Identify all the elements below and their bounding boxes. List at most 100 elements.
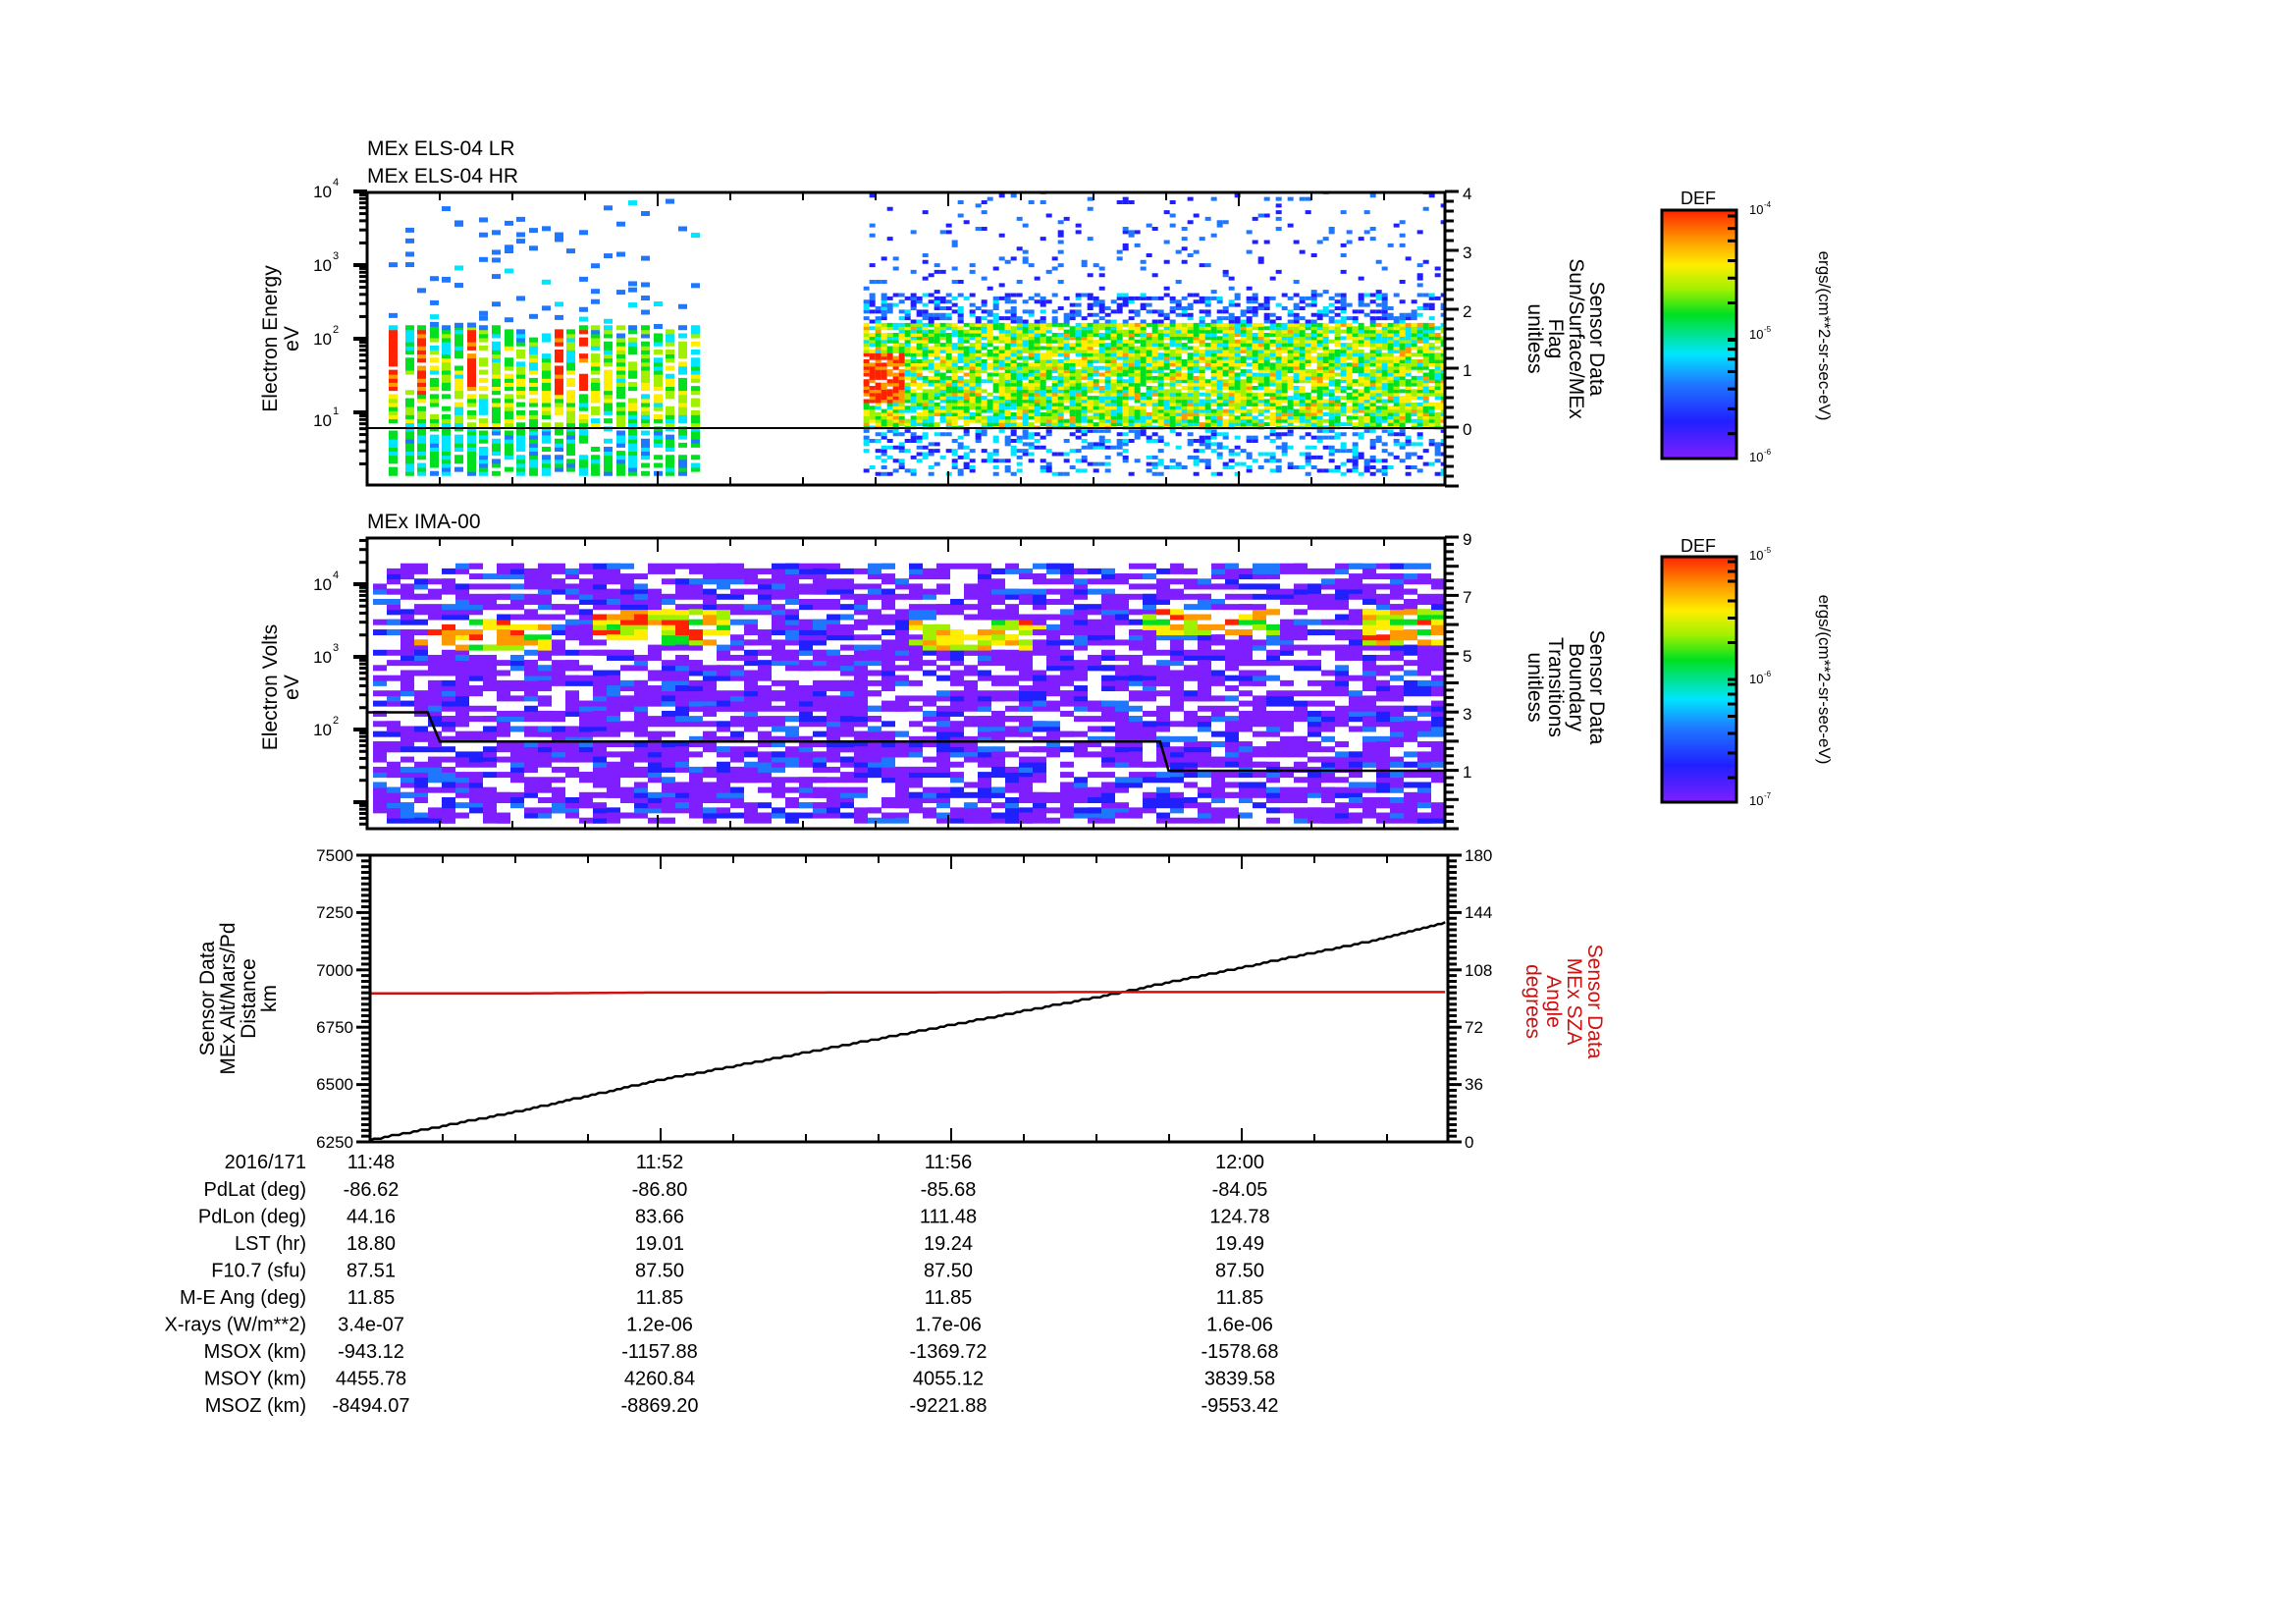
ephemeris-value: -1369.72 — [910, 1341, 988, 1363]
ephemeris-value: 4055.12 — [913, 1369, 984, 1390]
ima-spectrogram — [373, 563, 1445, 824]
ephemeris-row: MSOZ (km) -8494.07 -8869.20 -9221.88 -9553.4… — [205, 1395, 1279, 1417]
sza-right-ylabel: Sensor Data MEx SZA Angle degrees — [1522, 945, 1606, 1059]
ephemeris-value: -9221.88 — [910, 1395, 988, 1417]
ephemeris-row: F10.7 (sfu) 87.51 87.50 87.50 87.50 — [211, 1261, 1264, 1282]
svg-text:10: 10 — [1749, 202, 1763, 217]
ephemeris-label: PdLat (deg) — [203, 1179, 306, 1201]
ephemeris-row: PdLat (deg) -86.62 -86.80 -85.68 -84.05 — [203, 1179, 1267, 1201]
svg-text:10: 10 — [313, 183, 332, 201]
ephemeris-label: X-rays (W/m**2) — [165, 1315, 306, 1336]
svg-text:10: 10 — [1749, 450, 1763, 464]
ephemeris-value: -85.68 — [921, 1179, 977, 1201]
els-axis-ticks — [353, 189, 1459, 488]
ima-colorbar-gradient — [1660, 555, 1738, 804]
ephemeris-value: 124.78 — [1209, 1207, 1269, 1228]
ephemeris-value: 87.51 — [347, 1261, 396, 1282]
time-axis-labels: 2016/171 11:48 11:52 11:56 12:00 — [225, 1152, 1264, 1173]
svg-text:4: 4 — [333, 177, 339, 189]
ephemeris-value: -86.80 — [632, 1179, 688, 1201]
svg-text:10: 10 — [313, 256, 332, 275]
ima-title: MEx IMA-00 — [367, 511, 481, 533]
date-label: 2016/171 — [225, 1152, 306, 1173]
els-right-ylabel: Sensor Data Sun/Surface/MEx Flag unitles… — [1523, 258, 1608, 419]
sza-right-axis-labels: 180 144 108 72 36 0 — [1465, 846, 1492, 1152]
ephemeris-row: PdLon (deg) 44.16 83.66 111.48 124.78 — [198, 1207, 1270, 1228]
ima-boundary-line — [367, 711, 1445, 773]
els-panel: MEx ELS-04 LR MEx ELS-04 HR 10 4 10 3 10… — [259, 137, 1834, 488]
svg-text:10: 10 — [313, 330, 332, 349]
ephemeris-value: -84.05 — [1212, 1179, 1268, 1201]
ephemeris-value: 83.66 — [635, 1207, 684, 1228]
ephemeris-value: 19.01 — [635, 1233, 684, 1255]
ephemeris-value: 111.48 — [920, 1207, 977, 1228]
ephemeris-row: X-rays (W/m**2) 3.4e-07 1.2e-06 1.7e-06 1.6e… — [165, 1315, 1273, 1336]
ephemeris-value: -86.62 — [344, 1179, 400, 1201]
sza-line — [370, 991, 1446, 996]
svg-text:1: 1 — [333, 406, 339, 417]
els-colorbar: DEF 10 -4 10 -5 10 -6 ergs/(cm**2-sr-sec… — [1660, 189, 1834, 464]
ephemeris-value: 1.7e-06 — [915, 1315, 982, 1336]
ephemeris-value: -943.12 — [338, 1341, 404, 1363]
ima-panel: MEx IMA-00 10 4 10 3 10 2 Electron Volts… — [259, 511, 1834, 831]
els-left-axis-labels: 10 4 10 3 10 2 10 1 — [313, 177, 339, 430]
svg-text:Sun/Surface/MEx: Sun/Surface/MEx — [1565, 258, 1587, 419]
svg-text:10: 10 — [1749, 327, 1763, 342]
alt-ylabel: Sensor Data MEx Alt/Mars/Pd Distance km — [196, 922, 281, 1074]
ima-ylabel: Electron Volts eV — [259, 624, 303, 750]
alt-sza-panel: 7500 7250 7000 6750 6500 6250 Sensor Dat… — [196, 846, 1606, 1152]
ephemeris-value: 11.85 — [925, 1287, 973, 1309]
svg-text:3: 3 — [333, 250, 339, 262]
ephemeris-label: LST (hr) — [235, 1233, 306, 1255]
ephemeris-row: MSOY (km) 4455.78 4260.84 4055.12 3839.58 — [204, 1369, 1275, 1390]
els-ylabel: Electron Energy eV — [259, 265, 303, 412]
els-title-lr: MEx ELS-04 LR — [367, 137, 515, 160]
ephemeris-value: -8869.20 — [621, 1395, 699, 1417]
svg-text:eV: eV — [281, 326, 303, 352]
ephemeris-table: PdLat (deg) -86.62 -86.80 -85.68 -84.05 PdLon… — [165, 1179, 1279, 1417]
ima-left-axis-labels: 10 4 10 3 10 2 — [313, 569, 339, 739]
ephemeris-value: 4455.78 — [336, 1369, 406, 1390]
svg-text:DEF: DEF — [1681, 189, 1716, 208]
ephemeris-label: PdLon (deg) — [198, 1207, 306, 1228]
ima-colorbar-units: ergs/(cm**2-sr-sec-eV) — [1815, 595, 1834, 765]
svg-text:2: 2 — [333, 324, 339, 336]
ephemeris-value: 1.2e-06 — [626, 1315, 693, 1336]
svg-text:2: 2 — [1463, 302, 1471, 321]
ephemeris-row: MSOX (km) -943.12 -1157.88 -1369.72 -1578.68 — [204, 1341, 1279, 1363]
svg-text:-5: -5 — [1764, 325, 1772, 334]
ima-colorbar: DEF 10 -5 10 -6 10 -7 ergs/(cm**2-sr-sec… — [1660, 536, 1834, 808]
ima-right-axis-labels: 9 7 5 3 1 — [1463, 530, 1471, 782]
ephemeris-label: MSOY (km) — [204, 1369, 306, 1390]
ephemeris-value: 87.50 — [924, 1261, 973, 1282]
ephemeris-label: MSOX (km) — [204, 1341, 306, 1363]
alt-sza-axis-ticks — [356, 853, 1462, 1144]
ephemeris-value: 11.85 — [636, 1287, 684, 1309]
svg-text:Sensor Data: Sensor Data — [1585, 282, 1608, 397]
ephemeris-value: 19.49 — [1215, 1233, 1264, 1255]
alt-sza-frame — [368, 853, 1450, 1144]
svg-text:0: 0 — [1463, 420, 1471, 439]
ephemeris-row: LST (hr) 18.80 19.01 19.24 19.49 — [235, 1233, 1264, 1255]
ima-right-ylabel: Sensor Data Boundary Transitions unitles… — [1523, 630, 1608, 745]
svg-text:3: 3 — [1463, 243, 1471, 262]
ephemeris-value: -1157.88 — [621, 1341, 697, 1363]
els-colorbar-units: ergs/(cm**2-sr-sec-eV) — [1815, 251, 1834, 421]
ephemeris-value: -1578.68 — [1201, 1341, 1279, 1363]
ephemeris-value: 87.50 — [635, 1261, 684, 1282]
svg-text:4: 4 — [1463, 185, 1471, 203]
ephemeris-value: 4260.84 — [624, 1369, 695, 1390]
altitude-line — [370, 921, 1446, 1142]
ephemeris-label: F10.7 (sfu) — [211, 1261, 306, 1282]
svg-text:-4: -4 — [1764, 200, 1772, 209]
ephemeris-value: -8494.07 — [333, 1395, 410, 1417]
svg-text:unitless: unitless — [1523, 303, 1546, 373]
ephemeris-value: 18.80 — [347, 1233, 396, 1255]
els-colorbar-gradient — [1660, 208, 1738, 460]
ephemeris-value: 11.85 — [1216, 1287, 1264, 1309]
ephemeris-value: 3839.58 — [1204, 1369, 1275, 1390]
ephemeris-value: 87.50 — [1215, 1261, 1264, 1282]
alt-left-axis-labels: 7500 7250 7000 6750 6500 6250 — [316, 846, 353, 1152]
ephemeris-value: 1.6e-06 — [1206, 1315, 1273, 1336]
